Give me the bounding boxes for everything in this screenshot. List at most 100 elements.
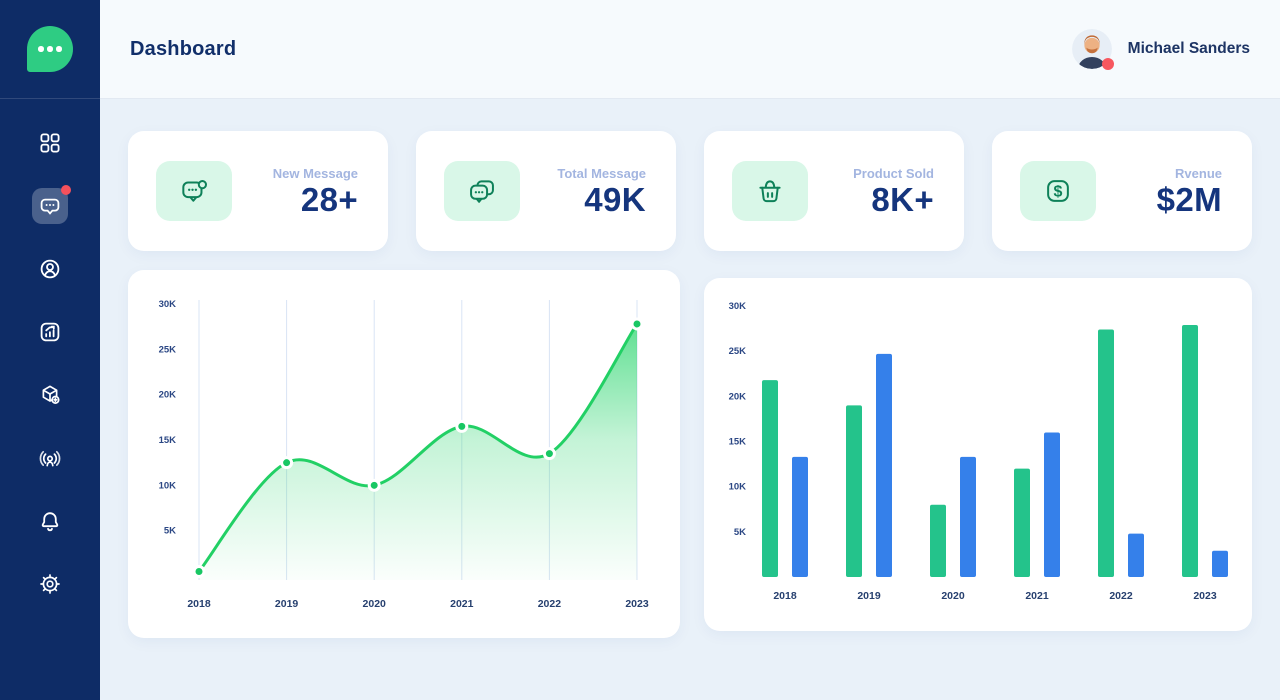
bar-chart: 30K 25K 20K 15K 10K 5K 2018 2019 2020 2021 2022 202…	[729, 301, 1228, 602]
bar-blue-series	[1044, 432, 1060, 577]
sidebar-item-messages[interactable]	[32, 185, 71, 224]
avatar[interactable]	[1071, 29, 1114, 70]
svg-text:$: $	[1054, 184, 1063, 201]
line-series	[197, 322, 639, 573]
logo-dot	[47, 46, 53, 52]
bar-blue-series	[1128, 533, 1144, 577]
logo-dot	[56, 46, 62, 52]
data-point	[542, 447, 556, 461]
stat-label: Product Sold	[853, 166, 934, 181]
x-axis-label: 2022	[538, 598, 562, 610]
bar-green-series	[1014, 468, 1030, 577]
stat-card-revenue: $ Rvenue $2M	[992, 131, 1252, 251]
y-axis-tick: 15K	[159, 435, 177, 446]
x-axis-label: 2023	[625, 598, 649, 610]
stat-label: Rvenue	[1175, 166, 1222, 181]
chat-icon	[40, 198, 60, 215]
area-chart-card: 30K 25K 20K 15K 10K 5K 2018 2019 2020 2021 2022 202…	[128, 270, 680, 638]
podcast-icon	[39, 450, 61, 467]
main-content: New Message 28+ Total Message 49K	[100, 99, 1280, 700]
basket-icon	[732, 161, 808, 221]
user-name: Michael Sanders	[1127, 40, 1250, 57]
x-axis-label: 2020	[941, 590, 965, 602]
chat-bubble-logo-icon[interactable]	[27, 26, 73, 72]
user-menu[interactable]: Michael Sanders	[1071, 29, 1250, 70]
stat-card-product-sold: Product Sold 8K+	[704, 131, 964, 251]
area-fill	[199, 323, 637, 580]
unread-badge	[61, 185, 71, 195]
total-message-icon	[444, 161, 520, 221]
stat-value: 8K+	[871, 181, 934, 218]
sidebar-item-broadcast[interactable]	[32, 440, 68, 476]
sidebar	[0, 0, 100, 700]
x-axis-label: 2018	[773, 590, 797, 602]
logo-dot	[38, 46, 44, 52]
stat-value: 28+	[300, 181, 358, 218]
stat-card-total-message: Total Message 49K	[416, 131, 676, 251]
sidebar-item-products[interactable]	[32, 377, 68, 413]
x-axis-label: 2023	[1193, 590, 1217, 602]
x-axis-label: 2019	[275, 598, 299, 610]
stat-label: Total Message	[557, 166, 646, 181]
stat-value: 49K	[584, 181, 646, 218]
x-axis-label: 2022	[1109, 590, 1133, 602]
y-axis-tick: 25K	[159, 344, 177, 355]
bar-green-series	[762, 380, 778, 577]
page-title: Dashboard	[130, 37, 237, 60]
new-message-icon	[156, 161, 232, 221]
y-axis-tick: 5K	[734, 527, 746, 538]
stat-label: New Message	[272, 166, 358, 181]
data-point	[630, 317, 644, 331]
bar-blue-series	[1212, 550, 1228, 577]
y-axis-tick: 10K	[159, 480, 177, 491]
stat-text: Total Message 49K	[557, 166, 646, 216]
x-axis-label: 2020	[363, 598, 387, 610]
stat-text: Product Sold 8K+	[853, 166, 934, 216]
stat-value: $2M	[1156, 181, 1222, 218]
package-icon	[42, 385, 60, 404]
bar-green-series	[930, 504, 946, 577]
x-axis-label: 2018	[187, 598, 211, 610]
grid-icon	[40, 133, 60, 153]
sidebar-item-profile[interactable]	[32, 251, 68, 287]
y-axis-tick: 30K	[159, 299, 177, 310]
data-point	[280, 456, 294, 470]
y-axis-tick: 25K	[729, 346, 747, 357]
y-axis-tick: 30K	[729, 301, 747, 312]
bar-blue-series	[792, 456, 808, 577]
stat-text: New Message 28+	[273, 166, 358, 216]
analytics-icon	[40, 322, 60, 342]
y-axis-tick: 5K	[164, 526, 176, 537]
logo-container	[0, 0, 100, 99]
dollar-icon: $	[1020, 161, 1096, 221]
data-point	[367, 478, 381, 492]
bar-green-series	[1182, 324, 1198, 577]
area-chart: 30K 25K 20K 15K 10K 5K 2018 2019 2020 2021 2022 202…	[159, 299, 649, 610]
sidebar-item-analytics[interactable]	[32, 314, 68, 350]
x-axis-label: 2019	[857, 590, 881, 602]
status-dot	[1101, 58, 1114, 70]
data-point	[455, 419, 469, 433]
bar-green-series	[846, 405, 862, 577]
y-axis-tick: 20K	[729, 391, 747, 402]
user-icon	[40, 259, 60, 279]
y-axis-tick: 20K	[159, 390, 177, 401]
sidebar-item-notifications[interactable]	[32, 503, 68, 539]
data-point	[192, 564, 206, 578]
bar-chart-card: 30K 25K 20K 15K 10K 5K 2018 2019 2020 2021 2022 202…	[704, 278, 1252, 631]
gear-icon	[40, 574, 60, 594]
y-axis-tick: 10K	[729, 482, 747, 493]
y-axis-tick: 15K	[729, 437, 747, 448]
bar-blue-series	[960, 456, 976, 577]
x-axis-label: 2021	[450, 598, 474, 610]
bell-icon	[41, 512, 59, 532]
bar-green-series	[1098, 329, 1114, 577]
bar-blue-series	[876, 353, 892, 577]
header: Dashboard Michael Sanders	[100, 0, 1280, 99]
x-axis-label: 2021	[1025, 590, 1049, 602]
sidebar-nav	[32, 125, 71, 602]
stat-card-new-message: New Message 28+	[128, 131, 388, 251]
stat-text: Rvenue $2M	[1157, 166, 1222, 216]
sidebar-item-settings[interactable]	[32, 566, 68, 602]
sidebar-item-dashboard[interactable]	[32, 125, 68, 161]
